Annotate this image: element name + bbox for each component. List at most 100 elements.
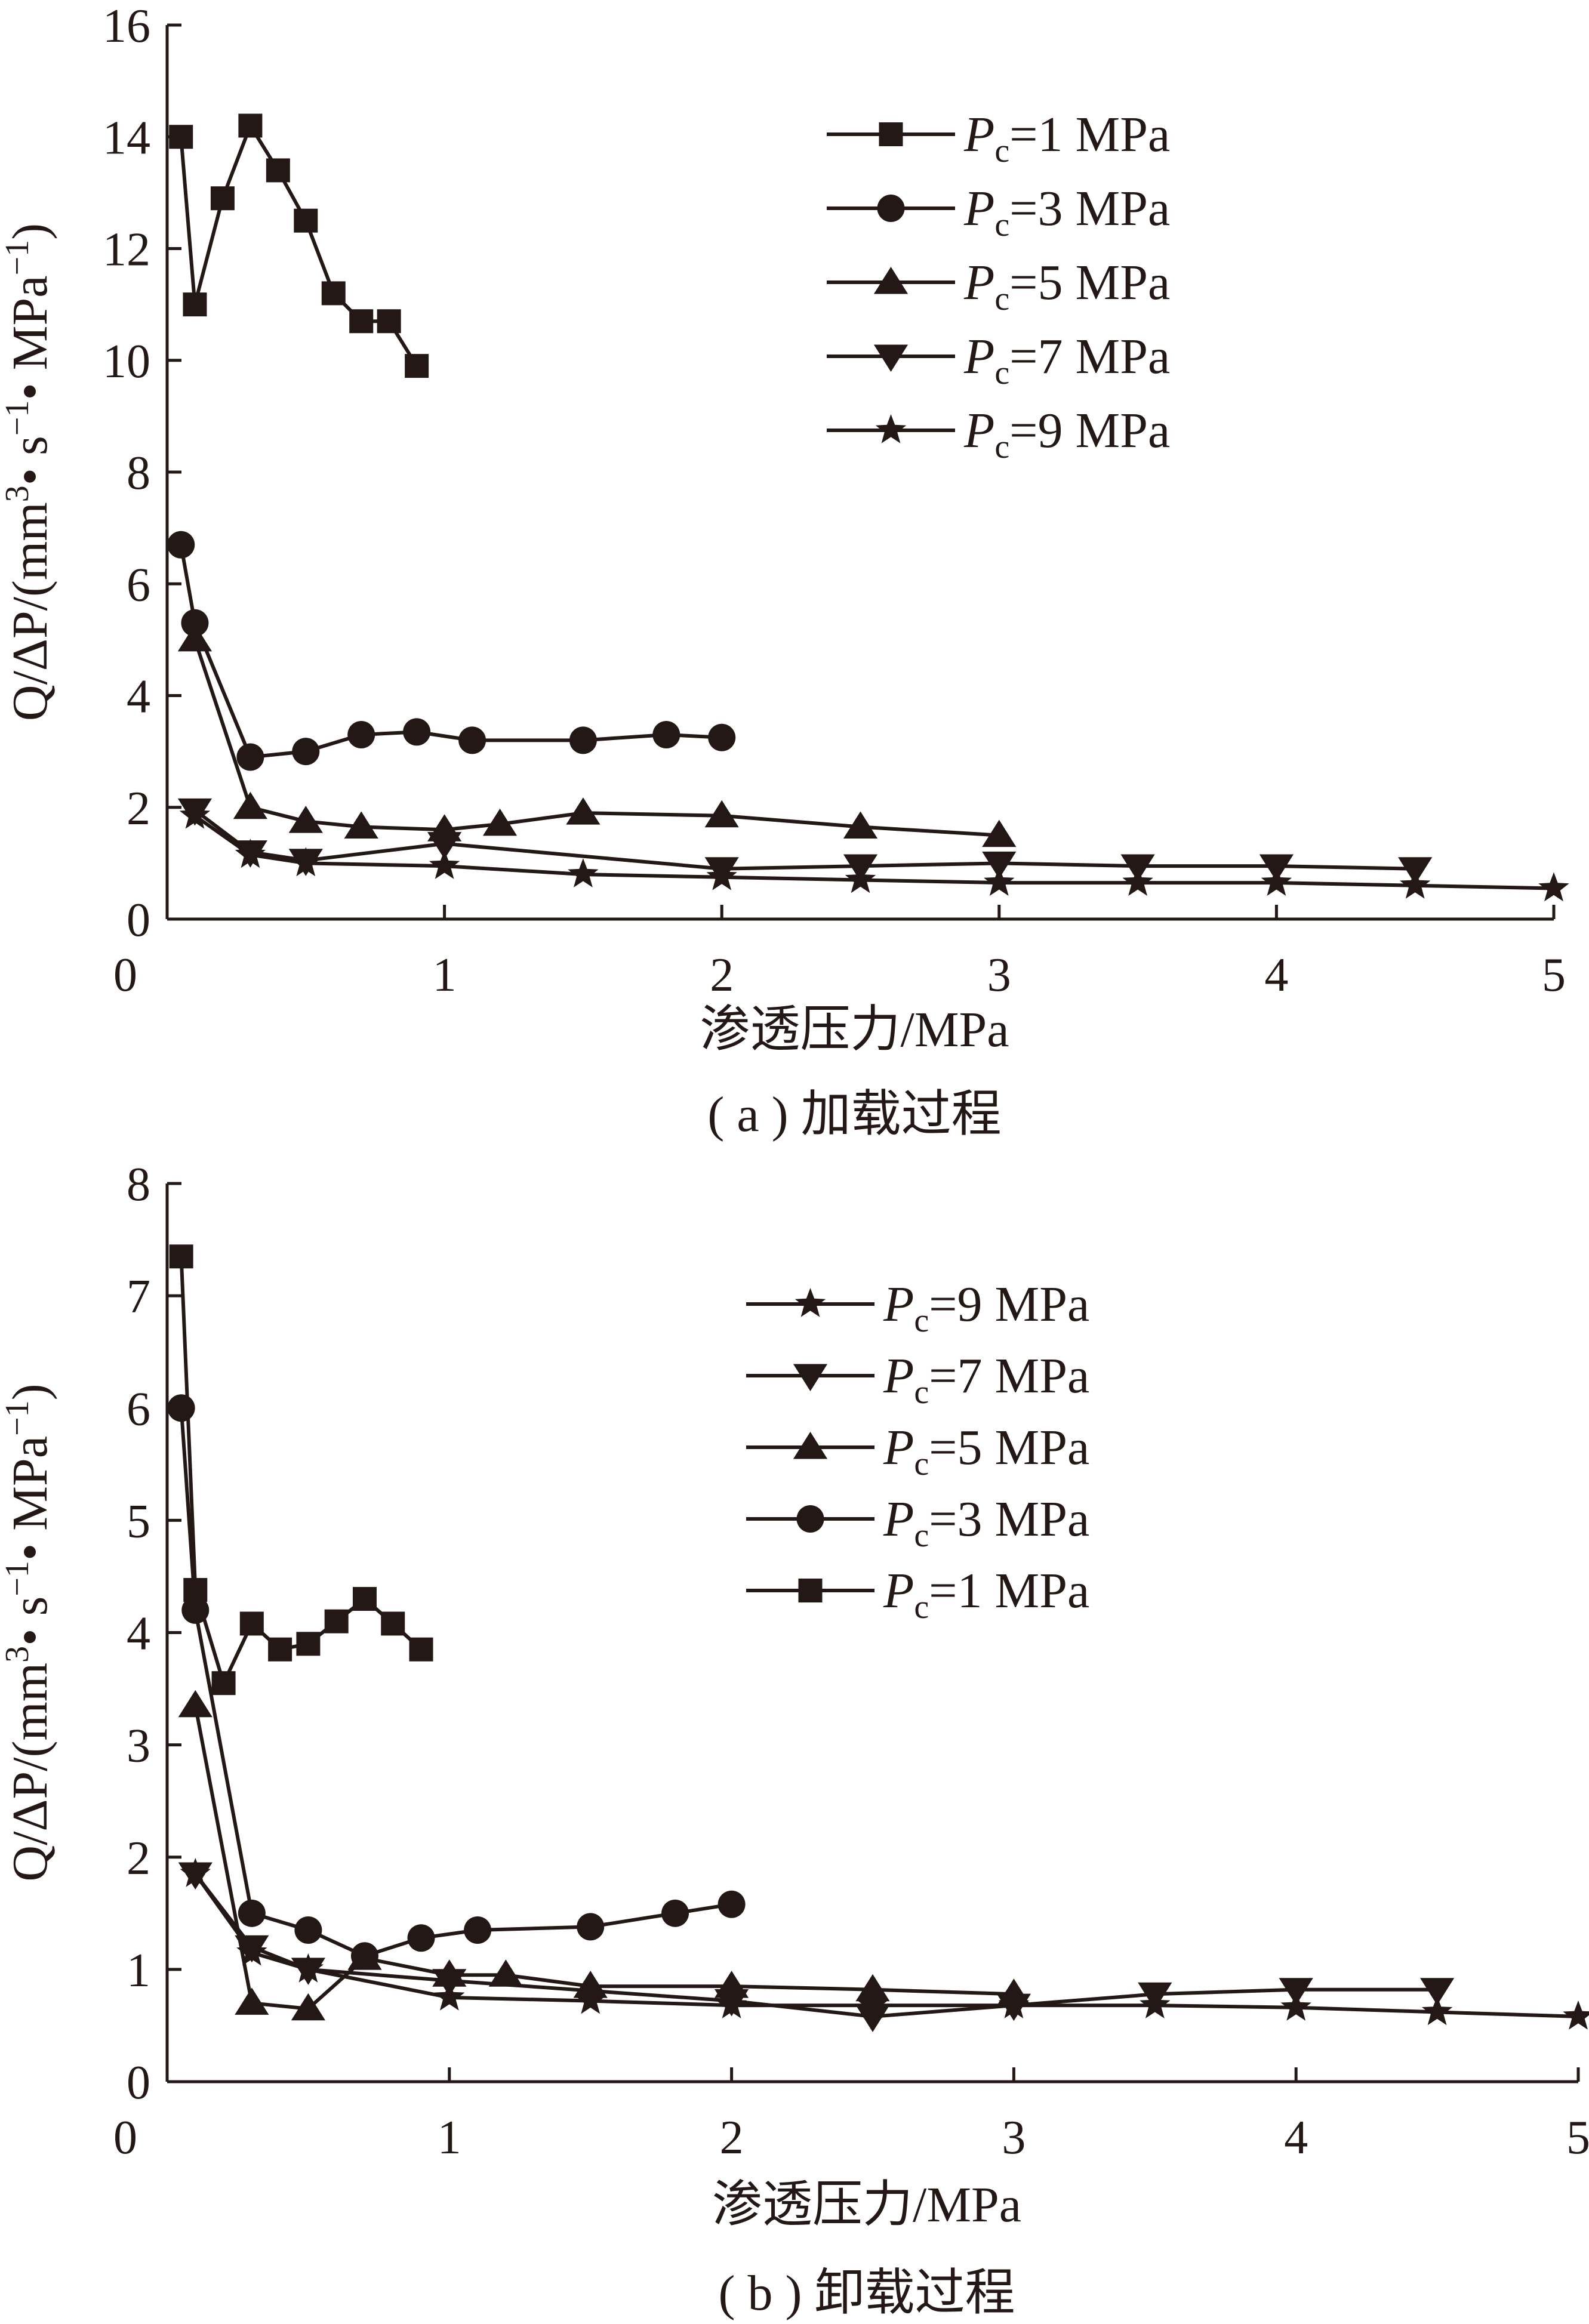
data-point bbox=[377, 309, 401, 334]
legend-label: Pc=7 MPa bbox=[883, 1348, 1089, 1411]
series-star bbox=[180, 1858, 1589, 2030]
x-tick-label: 3 bbox=[1002, 2112, 1026, 2164]
x-axis-title: 渗透压力/MPa bbox=[700, 1002, 1009, 1058]
y-tick-label: 8 bbox=[127, 447, 150, 500]
data-point bbox=[577, 1913, 605, 1941]
y-tick-label: 7 bbox=[127, 1271, 150, 1323]
data-point bbox=[568, 858, 599, 887]
legend-label: Pc=1 MPa bbox=[963, 107, 1170, 169]
data-point bbox=[845, 864, 876, 893]
data-point bbox=[291, 1993, 325, 2021]
y-tick-label: 10 bbox=[103, 335, 150, 388]
data-point bbox=[573, 1971, 608, 1998]
series-square bbox=[169, 1244, 433, 1696]
legend-label: Pc=3 MPa bbox=[963, 181, 1170, 244]
data-point bbox=[288, 806, 323, 833]
data-point bbox=[1421, 1996, 1453, 2026]
series-line bbox=[193, 639, 999, 837]
data-point bbox=[268, 1637, 292, 1662]
chart-panel-b: 0 1 2 3 4 5 6 7 8 0 1 2 3 4 5 渗透压力/MPa Q/ΔP/(mm3• s−1• M… bbox=[0, 1158, 1589, 2321]
series-triangle-up bbox=[177, 624, 1017, 847]
y-tick-label: 4 bbox=[127, 671, 150, 723]
data-point bbox=[464, 1916, 492, 1944]
data-point bbox=[233, 791, 267, 819]
data-point bbox=[235, 1987, 269, 2015]
y-tick-label: 0 bbox=[127, 894, 150, 947]
data-point bbox=[238, 1899, 266, 1927]
y-tick-label: 3 bbox=[127, 1720, 150, 1773]
legend-marker bbox=[877, 195, 905, 222]
x-tick-label: 5 bbox=[1566, 2112, 1589, 2164]
x-tick-label: 4 bbox=[1284, 2112, 1308, 2164]
data-point bbox=[183, 1578, 208, 1602]
data-point bbox=[169, 125, 193, 149]
data-point bbox=[178, 1862, 213, 1890]
data-point bbox=[290, 847, 321, 877]
data-point bbox=[407, 1924, 435, 1952]
x-tick-label: 5 bbox=[1542, 949, 1566, 1001]
data-point bbox=[169, 1244, 193, 1269]
data-point bbox=[706, 861, 737, 890]
data-point bbox=[1280, 1991, 1311, 2021]
data-point bbox=[855, 2005, 890, 2032]
legend-marker bbox=[796, 1505, 824, 1533]
series-line bbox=[179, 1408, 732, 1958]
data-point bbox=[321, 281, 346, 306]
y-tick-label: 12 bbox=[103, 224, 150, 276]
legend-label: Pc=7 MPa bbox=[963, 329, 1170, 392]
data-point bbox=[177, 624, 213, 652]
data-point bbox=[1538, 872, 1569, 902]
x-tick-label: 2 bbox=[710, 949, 734, 1001]
data-point bbox=[843, 811, 878, 839]
legend-marker bbox=[798, 1579, 823, 1602]
data-point bbox=[291, 1958, 325, 1985]
data-point bbox=[210, 186, 235, 211]
data-point bbox=[167, 1394, 195, 1422]
data-point bbox=[381, 1611, 405, 1636]
data-point bbox=[1420, 1978, 1455, 2005]
legend-entry: Pc=9 MPa bbox=[827, 403, 1170, 466]
x-tick-label: 2 bbox=[720, 2112, 744, 2164]
data-point bbox=[239, 1611, 264, 1636]
data-point bbox=[566, 797, 601, 825]
series-line bbox=[179, 544, 722, 759]
data-point bbox=[405, 354, 429, 378]
y-tick-label: 8 bbox=[127, 1158, 150, 1211]
legend-label: Pc=9 MPa bbox=[883, 1277, 1089, 1339]
data-point bbox=[409, 1637, 433, 1662]
series-line bbox=[193, 809, 1415, 871]
data-point bbox=[1138, 1982, 1172, 2010]
legend-label: Pc=3 MPa bbox=[883, 1491, 1089, 1554]
y-tick-label: 4 bbox=[127, 1608, 150, 1660]
data-point bbox=[996, 1978, 1031, 2006]
x-tick-label: 0 bbox=[113, 2112, 137, 2164]
data-point bbox=[661, 1899, 689, 1927]
data-point bbox=[708, 723, 736, 751]
data-point bbox=[458, 726, 486, 754]
data-point bbox=[982, 851, 1017, 879]
y-tick-label: 2 bbox=[127, 782, 150, 835]
y-axis-title: Q/ΔP/(mm3• s−1• MPa−1) bbox=[0, 1383, 58, 1881]
legend-entry: Pc=1 MPa bbox=[827, 107, 1170, 169]
legend-marker bbox=[793, 1364, 828, 1391]
y-axis-title: Q/ΔP/(mm3• s−1• MPa−1) bbox=[0, 223, 58, 721]
data-point bbox=[855, 1974, 890, 2002]
data-point bbox=[235, 839, 266, 868]
series-star bbox=[179, 799, 1569, 902]
y-tick-label: 0 bbox=[127, 2057, 150, 2109]
data-point bbox=[266, 158, 290, 183]
legend-label: Pc=5 MPa bbox=[963, 255, 1170, 318]
x-tick-label: 0 bbox=[113, 949, 137, 1001]
legend-marker bbox=[879, 122, 903, 146]
data-point bbox=[179, 799, 211, 829]
series-triangle-up bbox=[178, 1690, 1031, 2021]
data-point bbox=[211, 1671, 236, 1696]
legend-marker bbox=[873, 344, 909, 372]
y-tick-label: 6 bbox=[127, 559, 150, 611]
data-point bbox=[652, 721, 680, 749]
data-point bbox=[292, 738, 320, 766]
legend-label: Pc=9 MPa bbox=[963, 403, 1170, 466]
data-point bbox=[1122, 867, 1153, 896]
data-point bbox=[704, 800, 739, 828]
